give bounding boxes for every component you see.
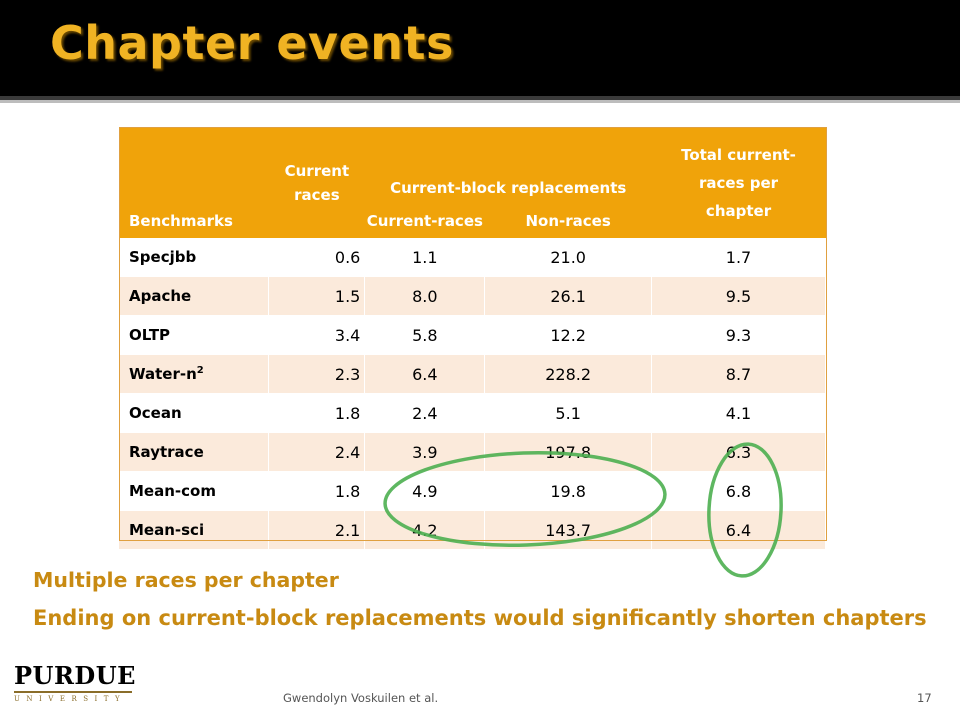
cell-total: 1.7 <box>651 238 826 277</box>
logo-subtitle: UNIVERSITY <box>14 695 127 703</box>
table-row: Ocean 1.8 2.4 5.1 4.1 <box>119 393 826 433</box>
header-current-races-text: Current races <box>284 161 350 204</box>
purdue-logo: PURDUE UNIVERSITY <box>14 661 136 710</box>
cell-total: 9.3 <box>651 315 826 355</box>
header-cbr-current-races: Current-races <box>364 203 485 238</box>
benchmark-name: Raytrace <box>119 432 270 472</box>
logo-rule <box>14 691 132 693</box>
logo-wordmark: PURDUE <box>14 661 136 690</box>
benchmark-name: Mean-com <box>119 471 270 511</box>
cell-current-races: 1.5 <box>268 276 366 316</box>
cell-cbr-non: 197.8 <box>484 432 653 472</box>
cell-cbr-current: 8.0 <box>364 276 486 316</box>
title-bar: Chapter events <box>0 0 960 96</box>
cell-cbr-non: 21.0 <box>484 238 653 277</box>
benchmark-name: OLTP <box>119 315 270 355</box>
header-cbr-group: Current-block replacements <box>364 127 652 203</box>
cell-cbr-current: 4.2 <box>364 510 486 550</box>
cell-total: 9.5 <box>651 276 826 316</box>
title-rule-shadow <box>0 100 960 103</box>
benchmark-name: Ocean <box>119 393 270 433</box>
title-rule <box>0 96 960 100</box>
benchmark-table: Benchmarks Current races Current-block r… <box>119 127 826 550</box>
header-benchmarks: Benchmarks <box>119 127 269 238</box>
cell-cbr-non: 228.2 <box>484 354 653 394</box>
table-row: Specjbb 0.6 1.1 21.0 1.7 <box>119 238 826 277</box>
cell-total: 6.8 <box>651 471 826 511</box>
footer-author: Gwendolyn Voskuilen et al. <box>283 691 439 705</box>
cell-total: 8.7 <box>651 354 826 394</box>
header-current-races: Current races <box>268 127 365 238</box>
benchmark-name: Apache <box>119 276 270 316</box>
cell-cbr-current: 1.1 <box>364 238 486 277</box>
cell-cbr-non: 26.1 <box>484 276 653 316</box>
cell-current-races: 1.8 <box>268 393 366 433</box>
table-row: Mean-sci 2.1 4.2 143.7 6.4 <box>119 510 826 550</box>
cell-cbr-current: 5.8 <box>364 315 486 355</box>
benchmark-name: Mean-sci <box>119 510 270 550</box>
header-total: Total current-races per chapter <box>651 127 826 238</box>
cell-cbr-non: 12.2 <box>484 315 653 355</box>
bullet-2: Ending on current-block replacements wou… <box>33 606 927 630</box>
table-row: OLTP 3.4 5.8 12.2 9.3 <box>119 315 826 355</box>
cell-cbr-current: 2.4 <box>364 393 486 433</box>
table-row: Mean-com 1.8 4.9 19.8 6.8 <box>119 471 826 511</box>
cell-total: 6.3 <box>651 432 826 472</box>
cell-cbr-current: 3.9 <box>364 432 486 472</box>
cell-total: 6.4 <box>651 510 826 550</box>
header-cbr-non-races: Non-races <box>484 203 652 238</box>
cell-cbr-current: 4.9 <box>364 471 486 511</box>
table-row: Apache 1.5 8.0 26.1 9.5 <box>119 276 826 316</box>
cell-current-races: 2.4 <box>268 432 366 472</box>
cell-current-races: 0.6 <box>268 238 366 277</box>
cell-current-races: 1.8 <box>268 471 366 511</box>
cell-cbr-non: 5.1 <box>484 393 653 433</box>
page-number: 17 <box>917 691 932 705</box>
slide-title: Chapter events <box>50 16 454 70</box>
benchmark-name: Water-n2 <box>119 354 270 394</box>
cell-current-races: 2.1 <box>268 510 366 550</box>
table-row: Raytrace 2.4 3.9 197.8 6.3 <box>119 432 826 472</box>
benchmark-name: Specjbb <box>119 238 270 277</box>
cell-cbr-non: 19.8 <box>484 471 653 511</box>
cell-cbr-current: 6.4 <box>364 354 486 394</box>
benchmark-superscript: 2 <box>196 365 204 376</box>
bullet-1: Multiple races per chapter <box>33 568 339 592</box>
cell-cbr-non: 143.7 <box>484 510 653 550</box>
table-row: Water-n2 2.3 6.4 228.2 8.7 <box>119 354 826 394</box>
header-total-text: Total current-races per chapter <box>681 145 796 220</box>
cell-current-races: 2.3 <box>268 354 366 394</box>
cell-total: 4.1 <box>651 393 826 433</box>
cell-current-races: 3.4 <box>268 315 366 355</box>
